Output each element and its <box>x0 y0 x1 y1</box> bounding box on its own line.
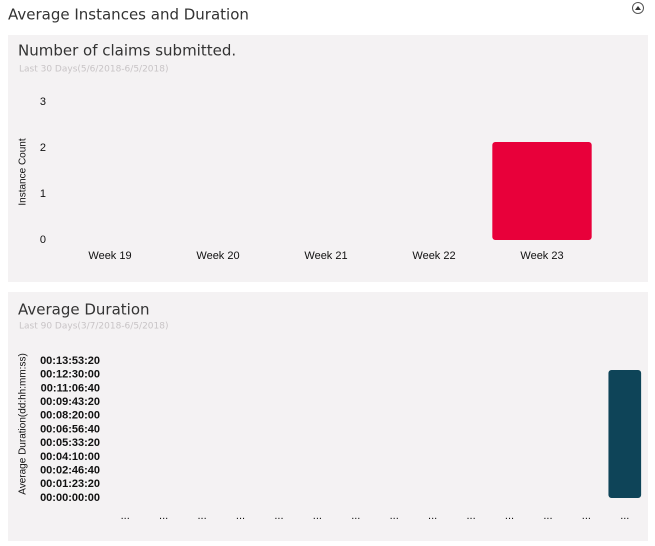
y-tick-label: 00:13:53:20 <box>40 355 100 367</box>
chart-title: Number of claims submitted. <box>18 42 236 60</box>
bar <box>492 142 592 240</box>
x-tick-label: ... <box>313 510 322 522</box>
y-tick-label: 3 <box>40 96 46 108</box>
x-tick-label: Week 23 <box>520 250 563 262</box>
y-tick-label: 00:00:00:00 <box>40 492 100 504</box>
x-tick-label: ... <box>159 510 168 522</box>
y-axis-label: Instance Count <box>18 138 29 205</box>
collapse-button[interactable] <box>632 2 644 14</box>
page-title: Average Instances and Duration <box>8 6 249 24</box>
chart-subtitle: Last 90 Days(3/7/2018-6/5/2018) <box>19 322 169 332</box>
x-tick-label: ... <box>274 510 283 522</box>
bar <box>608 370 642 498</box>
x-tick-label: Week 19 <box>88 250 131 262</box>
y-axis-label: Average Duration(dd:hh:mm:ss) <box>18 353 29 495</box>
x-tick-label: ... <box>582 510 591 522</box>
y-tick-label: 0 <box>40 234 46 246</box>
y-tick-label: 1 <box>40 188 46 200</box>
x-tick-label: Week 22 <box>412 250 455 262</box>
chart-title: Average Duration <box>18 301 150 319</box>
panel <box>8 292 648 541</box>
x-tick-label: Week 21 <box>304 250 347 262</box>
y-tick-label: 2 <box>40 142 46 154</box>
x-tick-label: ... <box>390 510 399 522</box>
y-tick-label: 00:01:23:20 <box>40 478 100 490</box>
y-tick-label: 00:06:56:40 <box>40 423 100 435</box>
y-tick-label: 00:04:10:00 <box>40 451 100 463</box>
x-tick-label: ... <box>543 510 552 522</box>
x-tick-label: ... <box>236 510 245 522</box>
y-tick-label: 00:11:06:40 <box>41 382 100 394</box>
x-tick-label: Week 20 <box>196 250 239 262</box>
x-tick-label: ... <box>428 510 437 522</box>
x-tick-label: ... <box>351 510 360 522</box>
x-tick-label: ... <box>466 510 475 522</box>
y-tick-label: 00:12:30:00 <box>40 369 100 381</box>
y-tick-label: 00:08:20:00 <box>40 410 100 422</box>
x-tick-label: ... <box>620 510 629 522</box>
y-tick-label: 00:02:46:40 <box>40 465 100 477</box>
x-tick-label: ... <box>197 510 206 522</box>
y-tick-label: 00:09:43:20 <box>40 396 100 408</box>
y-tick-label: 00:05:33:20 <box>40 437 100 449</box>
chart-subtitle: Last 30 Days(5/6/2018-6/5/2018) <box>19 65 169 75</box>
x-tick-label: ... <box>505 510 514 522</box>
x-tick-label: ... <box>121 510 130 522</box>
